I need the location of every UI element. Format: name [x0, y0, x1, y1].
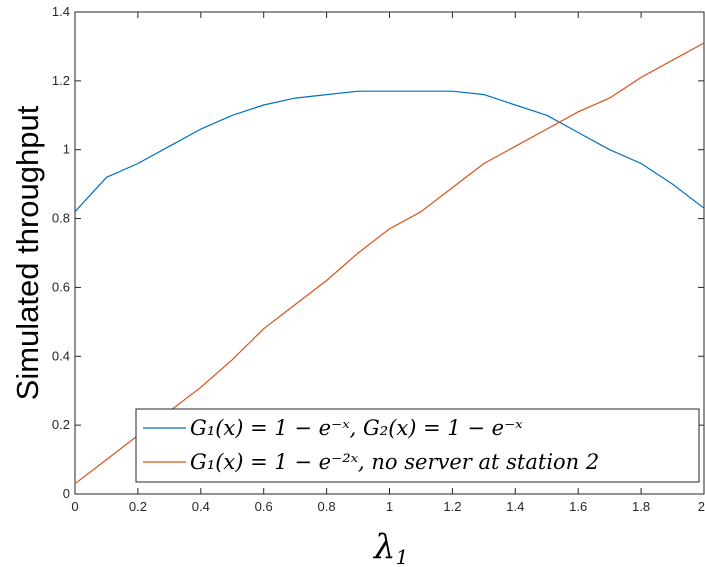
- x-tick-label: 0: [71, 499, 78, 514]
- x-tick-label: 1.6: [569, 499, 587, 514]
- x-tick-label: 0.8: [318, 499, 336, 514]
- x-axis-ticks: 0 0.2 0.4 0.6 0.8 1 1.2 1.4 1.6 1.8 2: [71, 12, 705, 514]
- x-tick-label: 0.4: [192, 499, 210, 514]
- y-tick-label: 1.4: [52, 4, 70, 19]
- legend-box: [135, 408, 700, 483]
- x-tick-label: 1.4: [506, 499, 524, 514]
- x-tick-label: 0.6: [255, 499, 273, 514]
- y-tick-label: 0.6: [52, 279, 70, 294]
- x-tick-label: 0.2: [129, 499, 147, 514]
- x-tick-label: 1.2: [443, 499, 461, 514]
- y-tick-label: 1.2: [52, 73, 70, 88]
- series-line-1: [74, 90, 705, 213]
- x-tick-label: 2: [698, 499, 705, 514]
- legend: G₁(x) = 1 − e⁻ˣ, G₂(x) = 1 − e⁻ˣ G₁(x) =…: [135, 408, 700, 483]
- y-axis-ticks: 0 0.2 0.4 0.6 0.8 1 1.2 1.4: [52, 4, 704, 501]
- y-tick-label: 0.8: [52, 211, 70, 226]
- x-axis-label-symbol: λ: [372, 527, 396, 567]
- series-layer: [74, 42, 705, 485]
- x-tick-label: 1.8: [632, 499, 650, 514]
- x-tick-label: 1: [386, 499, 393, 514]
- y-tick-label: 0: [63, 486, 70, 501]
- y-tick-label: 1: [63, 142, 70, 157]
- y-axis-label: Simulated throughput: [10, 105, 45, 400]
- legend-label-series-1: G₁(x) = 1 − e⁻ˣ, G₂(x) = 1 − e⁻ˣ: [190, 416, 523, 440]
- series-line-2: [74, 42, 705, 485]
- x-axis-label-subscript: 1: [396, 545, 409, 567]
- legend-label-series-2: G₁(x) = 1 − e⁻²ˣ, no server at station 2: [190, 450, 599, 474]
- y-tick-label: 0.4: [52, 348, 70, 363]
- y-tick-label: 0.2: [52, 417, 70, 432]
- x-axis-label: λ1: [372, 527, 408, 567]
